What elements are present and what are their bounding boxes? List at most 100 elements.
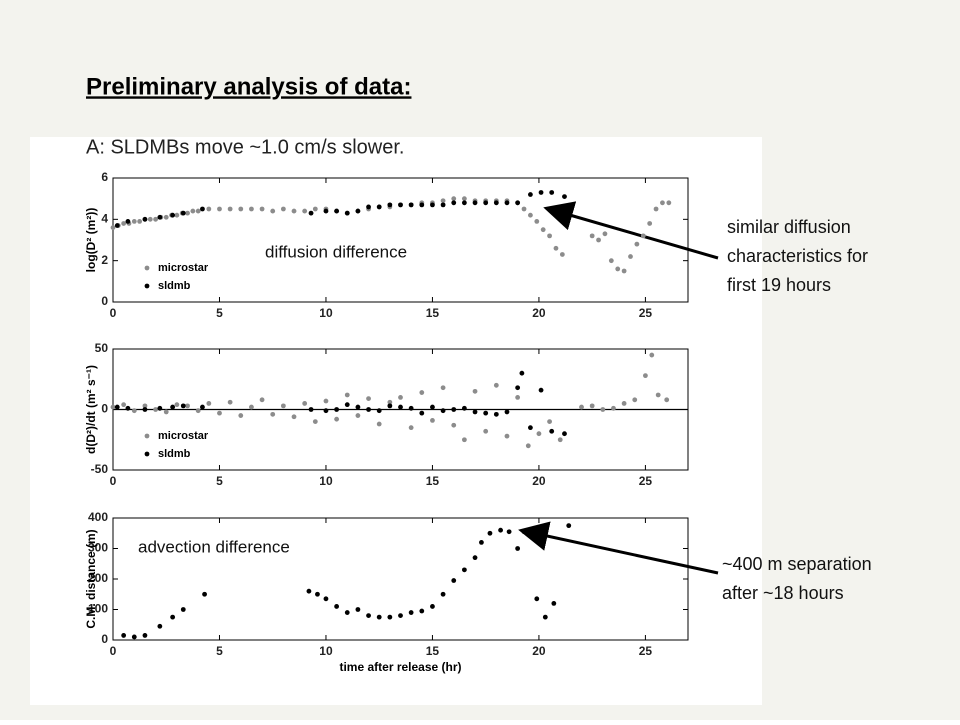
- data-point: [528, 192, 533, 197]
- data-point: [461, 405, 467, 411]
- legend-label: sldmb: [158, 280, 191, 292]
- data-point: [200, 404, 205, 410]
- data-point: [302, 401, 308, 406]
- callout: ~400 m separation after ~18 hours: [722, 554, 877, 603]
- data-point: [157, 214, 163, 220]
- y-tick-label: 400: [88, 510, 108, 524]
- data-point: [125, 219, 131, 224]
- data-point: [551, 601, 557, 606]
- data-point: [589, 403, 595, 409]
- data-point: [291, 414, 297, 420]
- data-point: [628, 254, 633, 259]
- y-tick-label: 6: [101, 170, 108, 184]
- data-point: [153, 216, 158, 222]
- data-point: [238, 206, 244, 212]
- data-point: [376, 421, 382, 427]
- y-tick-label: 0: [101, 294, 108, 308]
- data-point: [334, 208, 340, 214]
- data-point: [376, 204, 382, 210]
- data-point: [549, 428, 555, 434]
- data-point: [180, 607, 186, 612]
- data-point: [602, 231, 608, 237]
- data-point: [355, 208, 361, 214]
- y-axis-label: C.M. distance (m): [84, 529, 98, 628]
- data-point: [562, 194, 567, 200]
- data-point: [557, 437, 563, 443]
- data-point: [355, 413, 361, 418]
- data-point: [366, 613, 371, 618]
- data-point: [334, 604, 340, 609]
- x-tick-label: 15: [426, 644, 440, 658]
- data-point: [562, 431, 567, 437]
- data-point: [472, 555, 478, 561]
- data-point: [387, 614, 393, 620]
- x-tick-label: 10: [319, 644, 333, 658]
- data-point: [504, 409, 510, 415]
- data-point: [121, 221, 127, 226]
- data-point: [315, 591, 320, 597]
- x-tick-label: 0: [110, 474, 117, 488]
- data-point: [419, 390, 425, 395]
- data-point: [649, 352, 655, 358]
- x-tick-label: 20: [532, 474, 546, 488]
- data-point: [249, 404, 254, 410]
- data-point: [142, 633, 148, 638]
- data-point: [621, 401, 627, 406]
- data-point: [376, 614, 382, 620]
- data-point: [451, 196, 457, 202]
- data-point: [217, 206, 222, 212]
- x-tick-label: 15: [426, 474, 440, 488]
- data-point: [200, 206, 205, 212]
- data-point: [312, 206, 318, 212]
- data-point: [206, 401, 212, 406]
- y-tick-label: 50: [95, 341, 109, 355]
- data-point: [398, 202, 403, 208]
- data-point: [666, 200, 672, 206]
- data-point: [528, 212, 533, 218]
- data-point: [387, 202, 393, 208]
- data-point: [534, 219, 540, 224]
- data-point: [440, 591, 446, 597]
- data-point: [180, 210, 186, 216]
- data-point: [190, 208, 196, 214]
- x-axis-label: time after release (hr): [339, 660, 461, 674]
- data-point: [419, 202, 425, 208]
- data-point: [408, 405, 414, 411]
- data-point: [515, 385, 521, 391]
- data-point: [344, 392, 350, 398]
- data-point: [408, 202, 414, 208]
- data-point: [660, 200, 665, 206]
- data-point: [270, 411, 276, 417]
- data-point: [366, 407, 371, 412]
- data-point: [344, 402, 350, 408]
- figure-panel: [30, 137, 762, 705]
- data-point: [493, 411, 499, 417]
- data-point: [114, 223, 120, 228]
- data-point: [451, 407, 457, 412]
- y-axis-label: log(D² (m²)): [84, 208, 98, 273]
- data-point: [536, 431, 542, 437]
- x-tick-label: 0: [110, 644, 117, 658]
- data-point: [227, 206, 233, 212]
- data-point: [323, 208, 329, 214]
- data-point: [202, 591, 207, 597]
- data-point: [344, 210, 350, 216]
- charts: 0 5 10 15 20 25 0 2 4 6 log(D² (m²)) diffusion diff…: [84, 170, 689, 674]
- data-point: [408, 610, 414, 615]
- data-point: [521, 206, 527, 212]
- data-point: [615, 266, 621, 272]
- data-point: [611, 405, 616, 411]
- data-point: [634, 241, 640, 247]
- data-point: [542, 614, 548, 620]
- data-point: [142, 216, 148, 222]
- data-point: [430, 417, 435, 423]
- x-tick-label: 0: [110, 306, 117, 320]
- y-axis-label: d(D²)/dt (m² s⁻¹): [84, 365, 98, 454]
- data-point: [376, 408, 382, 414]
- data-point: [643, 373, 648, 379]
- legend-marker: [144, 265, 150, 271]
- legend-label: microstar: [158, 262, 209, 274]
- data-point: [440, 202, 446, 208]
- data-point: [483, 200, 489, 206]
- data-point: [640, 233, 646, 239]
